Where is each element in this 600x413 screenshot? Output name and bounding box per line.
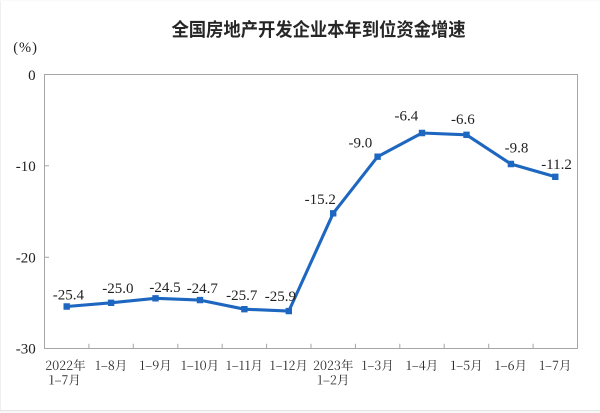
svg-text:-24.5: -24.5: [149, 280, 180, 296]
svg-text:-6.6: -6.6: [451, 112, 475, 128]
svg-text:(%): (%): [13, 40, 38, 56]
svg-text:-25.0: -25.0: [102, 281, 133, 297]
svg-text:-10: -10: [16, 159, 36, 175]
svg-text:-6.4: -6.4: [395, 109, 419, 125]
svg-text:-20: -20: [16, 250, 36, 266]
svg-text:-9.0: -9.0: [349, 136, 373, 152]
svg-text:-15.2: -15.2: [305, 192, 336, 208]
svg-text:-25.7: -25.7: [226, 288, 258, 304]
svg-text:-25.9: -25.9: [265, 289, 296, 305]
svg-text:-11.2: -11.2: [541, 157, 572, 173]
svg-text:-9.8: -9.8: [505, 141, 529, 157]
svg-text:0: 0: [28, 68, 36, 84]
svg-text:-25.4: -25.4: [53, 288, 85, 304]
svg-text:-30: -30: [16, 342, 36, 358]
svg-text:-24.7: -24.7: [187, 281, 219, 297]
